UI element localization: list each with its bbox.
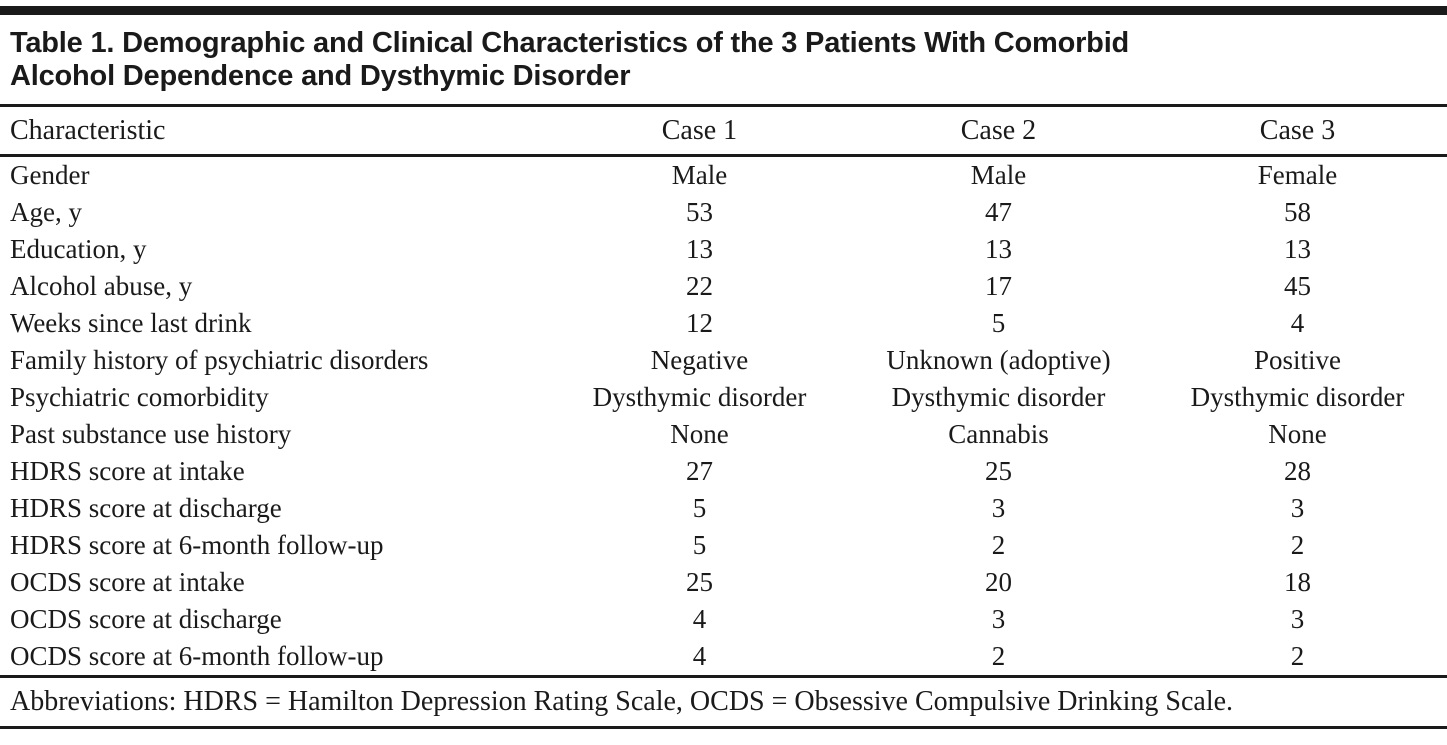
table-row: Family history of psychiatric disorders N… (0, 342, 1447, 379)
row-value: 2 (1290, 530, 1305, 560)
row-label: HDRS score at intake (10, 456, 245, 486)
column-header-characteristic: Characteristic (0, 105, 550, 157)
row-value: 3 (1290, 604, 1305, 634)
row-value: Dysthymic disorder (592, 382, 807, 412)
table-title-line-2: Alcohol Dependence and Dysthymic Disorde… (10, 60, 631, 92)
row-value: Dysthymic disorder (891, 382, 1106, 412)
table-row: Age, y 53 47 58 (0, 194, 1447, 231)
row-value: 22 (685, 271, 713, 301)
table-row: Psychiatric comorbidity Dysthymic disorde… (0, 379, 1447, 416)
row-value: 2 (991, 641, 1006, 671)
row-label: Age, y (10, 197, 82, 227)
row-value: 2 (991, 530, 1006, 560)
table-row: OCDS score at 6-month follow-up 4 2 2 (0, 638, 1447, 677)
row-value: 4 (692, 604, 707, 634)
row-label: Education, y (10, 234, 147, 264)
table-row: Alcohol abuse, y 22 17 45 (0, 268, 1447, 305)
row-value: 17 (984, 271, 1012, 301)
column-header-case-3: Case 3 (1147, 105, 1447, 157)
row-label: OCDS score at discharge (10, 604, 282, 634)
row-value: 2 (1290, 641, 1305, 671)
row-value: 25 (685, 567, 713, 597)
row-value: Unknown (adoptive) (886, 345, 1111, 375)
table-row: Weeks since last drink 12 5 4 (0, 305, 1447, 342)
row-value: 5 (692, 493, 707, 523)
table-row: OCDS score at discharge 4 3 3 (0, 601, 1447, 638)
table-top-rule (0, 6, 1447, 15)
table-row: HDRS score at discharge 5 3 3 (0, 490, 1447, 527)
row-value: 18 (1283, 567, 1311, 597)
row-value: 13 (984, 234, 1012, 264)
row-value: 3 (991, 604, 1006, 634)
row-value: 53 (685, 197, 713, 227)
row-label: OCDS score at 6-month follow-up (10, 641, 384, 671)
row-label: Psychiatric comorbidity (10, 382, 269, 412)
row-value: 58 (1283, 197, 1311, 227)
row-value: 12 (685, 308, 713, 338)
table-row: Education, y 13 13 13 (0, 231, 1447, 268)
table-title: Table 1. Demographic and Clinical Charac… (10, 27, 1437, 93)
row-label: HDRS score at discharge (10, 493, 282, 523)
row-value: 47 (984, 197, 1012, 227)
row-label: OCDS score at intake (10, 567, 245, 597)
table-header: Characteristic Case 1 Case 2 Case 3 (0, 105, 1447, 157)
table-row: OCDS score at intake 25 20 18 (0, 564, 1447, 601)
row-label: Family history of psychiatric disorders (10, 345, 429, 375)
row-value: 13 (685, 234, 713, 264)
row-value: 45 (1283, 271, 1311, 301)
row-value: Positive (1253, 345, 1341, 375)
row-value: None (1268, 419, 1327, 449)
table-body: Gender Male Male Female Age, y 53 47 58 Educatio… (0, 156, 1447, 677)
row-value: Male (671, 160, 728, 190)
row-value: 3 (991, 493, 1006, 523)
row-value: Male (970, 160, 1027, 190)
table-title-line-1: Table 1. Demographic and Clinical Charac… (10, 27, 1130, 59)
header-row: Characteristic Case 1 Case 2 Case 3 (0, 105, 1447, 157)
row-value: 4 (692, 641, 707, 671)
row-value: 20 (984, 567, 1012, 597)
row-value: 25 (984, 456, 1012, 486)
column-header-case-2: Case 2 (848, 105, 1148, 157)
table-row: HDRS score at 6-month follow-up 5 2 2 (0, 527, 1447, 564)
row-value: Dysthymic disorder (1190, 382, 1405, 412)
row-value: 27 (685, 456, 713, 486)
row-value: Negative (650, 345, 749, 375)
abbreviations-footnote: Abbreviations: HDRS = Hamilton Depressio… (0, 678, 1447, 729)
table-row: HDRS score at intake 27 25 28 (0, 453, 1447, 490)
row-value: 28 (1283, 456, 1311, 486)
table-row: Past substance use history None Cannabis No… (0, 416, 1447, 453)
row-value: Female (1257, 160, 1338, 190)
patient-characteristics-table: Characteristic Case 1 Case 2 Case 3 Gend… (0, 104, 1447, 678)
row-value: 5 (991, 308, 1006, 338)
row-label: HDRS score at 6-month follow-up (10, 530, 384, 560)
row-label: Alcohol abuse, y (10, 271, 193, 301)
row-value: None (670, 419, 729, 449)
row-label: Gender (10, 160, 90, 190)
row-value: 3 (1290, 493, 1305, 523)
row-value: 13 (1283, 234, 1311, 264)
row-label: Weeks since last drink (10, 308, 252, 338)
row-label: Past substance use history (10, 419, 292, 449)
row-value: 5 (692, 530, 707, 560)
table-row: Gender Male Male Female (0, 156, 1447, 195)
column-header-case-1: Case 1 (549, 105, 849, 157)
row-value: Cannabis (948, 419, 1049, 449)
row-value: 4 (1290, 308, 1305, 338)
